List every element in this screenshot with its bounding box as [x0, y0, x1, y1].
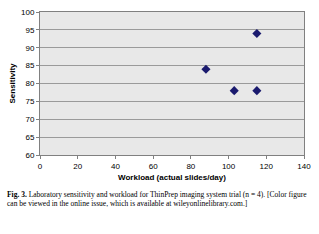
svg-text:60: 60: [25, 151, 34, 160]
svg-text:40: 40: [111, 162, 120, 171]
svg-text:65: 65: [25, 133, 34, 142]
svg-text:90: 90: [25, 44, 34, 53]
svg-text:Sensitivity: Sensitivity: [8, 63, 17, 104]
svg-text:85: 85: [25, 61, 34, 70]
svg-text:140: 140: [297, 162, 311, 171]
svg-text:Workload (actual slides/day): Workload (actual slides/day): [118, 173, 226, 182]
svg-text:120: 120: [260, 162, 274, 171]
svg-text:20: 20: [73, 162, 82, 171]
svg-text:95: 95: [25, 26, 34, 35]
svg-text:100: 100: [222, 162, 236, 171]
svg-text:80: 80: [186, 162, 195, 171]
svg-text:80: 80: [25, 79, 34, 88]
html-text:Fig. 3. Laboratory sensitivity: Fig. 3. Laboratory sensitivity and workl…: [7, 190, 307, 208]
svg-text:70: 70: [25, 115, 34, 124]
svg-text:0: 0: [38, 162, 43, 171]
svg-text:75: 75: [25, 97, 34, 106]
svg-text:60: 60: [149, 162, 158, 171]
svg-text:100: 100: [21, 8, 35, 17]
